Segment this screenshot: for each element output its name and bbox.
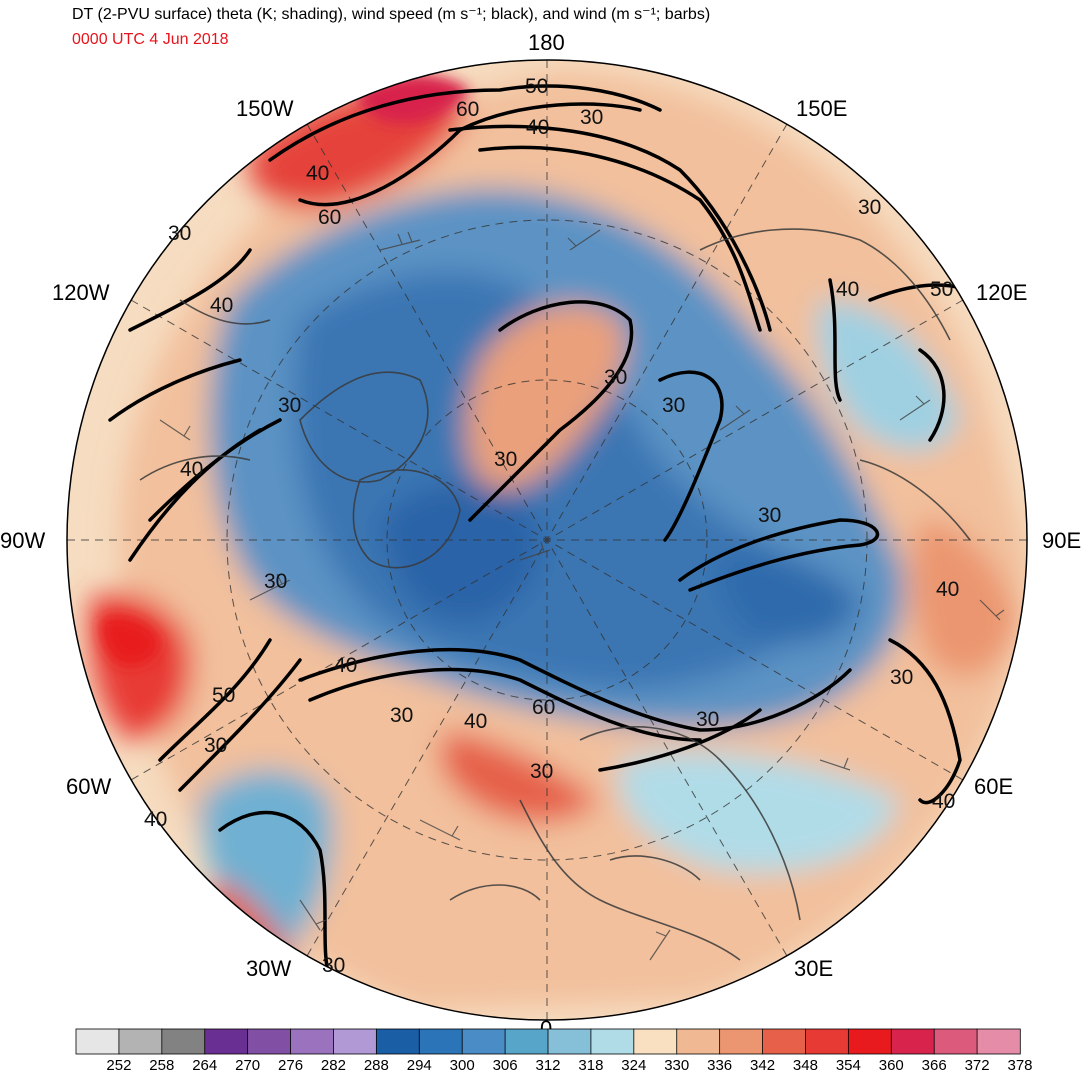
colorbar-tick-label: 336 <box>707 1057 732 1074</box>
colorbar-swatch <box>504 1028 549 1055</box>
colorbar-swatch <box>75 1028 120 1055</box>
contour-label: 30 <box>168 222 191 245</box>
contour-label: 30 <box>580 106 603 129</box>
longitude-label-90w: 90W <box>0 528 45 553</box>
contour-label: 30 <box>494 448 517 471</box>
contour-label: 40 <box>936 578 959 601</box>
colorbar-tick-label: 294 <box>407 1057 432 1074</box>
colorbar-tick-label: 252 <box>106 1057 131 1074</box>
colorbar-tick-label: 324 <box>621 1057 646 1074</box>
contour-label: 50 <box>930 278 953 301</box>
colorbar-swatch <box>118 1028 163 1055</box>
contour-label: 40 <box>210 294 233 317</box>
colorbar-tick-label: 372 <box>965 1057 990 1074</box>
contour-label: 30 <box>264 570 287 593</box>
colorbar-swatch <box>161 1028 206 1055</box>
contour-label: 30 <box>390 704 413 727</box>
colorbar-swatch <box>418 1028 463 1055</box>
colorbar-tick-label: 306 <box>493 1057 518 1074</box>
longitude-label-30w: 30W <box>246 956 291 981</box>
colorbar-swatch <box>247 1028 292 1055</box>
colorbar-tick-label: 330 <box>664 1057 689 1074</box>
valid-time-label: 0000 UTC 4 Jun 2018 <box>72 31 229 48</box>
colorbar-tick-label: 270 <box>235 1057 260 1074</box>
colorbar-swatch <box>333 1028 378 1055</box>
contour-label: 30 <box>604 366 627 389</box>
longitude-label-60e: 60E <box>974 774 1013 799</box>
graticule <box>67 60 1027 1020</box>
colorbar-tick-label: 288 <box>364 1057 389 1074</box>
contour-labels: 50 60 40 30 40 60 30 30 40 50 40 30 30 4… <box>144 75 959 977</box>
contour-label: 30 <box>758 504 781 527</box>
colorbar-tick-label: 276 <box>278 1057 303 1074</box>
colorbar-swatch <box>719 1028 764 1055</box>
colorbar-tick-label: 312 <box>535 1057 560 1074</box>
contour-label: 30 <box>696 708 719 731</box>
colorbar-swatch <box>933 1028 978 1055</box>
contour-label: 30 <box>858 196 881 219</box>
colorbar-swatch <box>461 1028 506 1055</box>
longitude-label-150e: 150E <box>796 96 847 121</box>
colorbar-swatch <box>290 1028 335 1055</box>
colorbar-tick-label: 282 <box>321 1057 346 1074</box>
colorbar-tick-label: 378 <box>1007 1057 1032 1074</box>
contour-label: 50 <box>525 75 548 98</box>
colorbar-swatch <box>547 1028 592 1055</box>
colorbar-tick-label: 366 <box>922 1057 947 1074</box>
colorbar-swatch <box>805 1028 850 1055</box>
contour-label: 60 <box>532 696 555 719</box>
coastlines <box>139 228 971 961</box>
colorbar-tick-label: 258 <box>149 1057 174 1074</box>
contour-label: 40 <box>464 710 487 733</box>
colorbar-swatch <box>847 1028 892 1055</box>
colorbar-swatch <box>976 1028 1021 1055</box>
longitude-label-120w: 120W <box>52 280 110 305</box>
colorbar: 252 258 264 270 276 282 288 294 300 306 312 318 324 3… <box>75 1028 1033 1074</box>
contour-label: 30 <box>890 666 913 689</box>
contour-label: 40 <box>180 458 203 481</box>
longitude-label-150w: 150W <box>236 96 294 121</box>
contour-label: 40 <box>932 790 955 813</box>
figure-title: DT (2-PVU surface) theta (K; shading), w… <box>72 6 711 23</box>
colorbar-swatch <box>762 1028 807 1055</box>
longitude-label-180: 180 <box>528 30 565 55</box>
colorbar-tick-label: 354 <box>836 1057 861 1074</box>
colorbar-tick-label: 318 <box>578 1057 603 1074</box>
map-boundary <box>66 59 1028 1021</box>
colorbar-tick-label: 300 <box>450 1057 475 1074</box>
longitude-label-60w: 60W <box>66 774 111 799</box>
contour-label: 40 <box>836 278 859 301</box>
contour-label: 30 <box>322 954 345 977</box>
longitude-labels: 180 150W 150E 120W 120E 90W 90E 60W 60E … <box>0 30 1081 1041</box>
contour-label: 40 <box>306 162 329 185</box>
contour-label: 30 <box>662 394 685 417</box>
colorbar-swatch <box>890 1028 935 1055</box>
colorbar-tick-label: 342 <box>750 1057 775 1074</box>
contour-label: 30 <box>278 394 301 417</box>
colorbar-swatch <box>676 1028 721 1055</box>
longitude-label-30e: 30E <box>794 956 833 981</box>
wind-barbs <box>159 229 1005 961</box>
contour-label: 40 <box>526 116 549 139</box>
colorbar-swatch <box>590 1028 635 1055</box>
colorbar-swatch <box>633 1028 678 1055</box>
colorbar-swatch <box>204 1028 249 1055</box>
contour-label: 60 <box>318 206 341 229</box>
colorbar-swatch <box>375 1028 420 1055</box>
colorbar-tick-label: 264 <box>192 1057 217 1074</box>
longitude-label-120e: 120E <box>976 280 1027 305</box>
contour-label: 30 <box>530 760 553 783</box>
colorbar-tick-label: 348 <box>793 1057 818 1074</box>
wind-speed-contours <box>108 84 987 982</box>
contour-label: 30 <box>204 734 227 757</box>
contour-label: 50 <box>212 684 235 707</box>
contour-label: 40 <box>334 654 357 677</box>
contour-label: 60 <box>456 98 479 121</box>
contour-label: 40 <box>144 808 167 831</box>
colorbar-tick-label: 360 <box>879 1057 904 1074</box>
longitude-label-90e: 90E <box>1042 528 1081 553</box>
